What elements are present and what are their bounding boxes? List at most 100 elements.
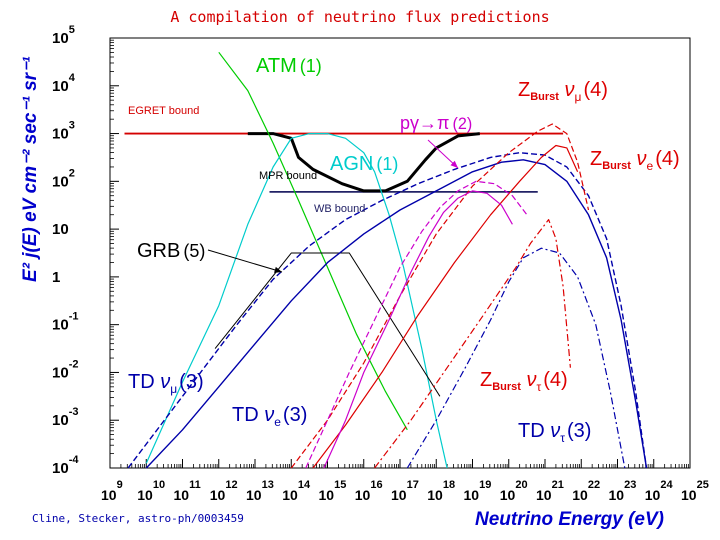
y-tick-exponent: -2 [69, 358, 79, 370]
annotation-number: (2) [452, 115, 472, 133]
x-tick-label: 109 [101, 479, 123, 503]
x-tick-exponent: 16 [370, 479, 382, 491]
y-tick-exponent: -1 [69, 311, 79, 323]
credit-text: Cline, Stecker, astro-ph/0003459 [32, 512, 244, 525]
x-tick-exponent: 10 [153, 479, 165, 491]
grb-pointer-arrow [207, 249, 283, 273]
p-2-dashed-curve [305, 180, 528, 469]
annotation-sub: Burst [602, 160, 631, 172]
agn-label: AGN (1) [330, 153, 398, 175]
y-tick-label: 1 [52, 269, 60, 286]
x-tick-base: 10 [246, 487, 262, 503]
zburst-e-4-curve [312, 144, 579, 469]
y-tick-exponent: -4 [69, 454, 80, 466]
x-tick-base: 10 [319, 487, 335, 503]
y-tick-label: 104 [52, 72, 76, 95]
x-tick-exponent: 18 [443, 479, 455, 491]
annotation-number: (4) [583, 79, 607, 101]
y-tick-exponent: 4 [69, 72, 76, 84]
annotation-nu-sub: μ [170, 382, 177, 396]
y-tick-base: 10 [52, 30, 69, 47]
x-tick-exponent: 13 [262, 479, 274, 491]
annotation-text: MPR bound [259, 170, 317, 182]
p-gamma-pointer-arrow-head [450, 160, 458, 168]
atm-label: ATM (1) [256, 55, 322, 77]
x-tick-base: 10 [572, 487, 588, 503]
annotation-number: (4) [543, 369, 567, 391]
y-tick-label: 105 [52, 24, 75, 47]
grb-pointer-arrow-head [274, 266, 282, 273]
annotation-text: AGN [330, 153, 373, 175]
grb-5-curve [214, 252, 441, 397]
td-3-curve [127, 151, 648, 469]
annotation-text: ATM [256, 55, 297, 77]
x-tick-label: 1019 [464, 479, 492, 503]
annotation-nu: ν [521, 369, 537, 391]
p-gamma-pi-label: pγ→π (2) [400, 113, 472, 133]
x-tick-base: 10 [681, 487, 697, 503]
annotation-nu: ν [545, 420, 561, 442]
x-tick-exponent: 11 [189, 479, 201, 491]
y-tick-exponent: -3 [69, 406, 79, 418]
annotation-sub: Burst [492, 381, 521, 393]
y-tick-base: 10 [52, 78, 69, 95]
x-tick-label: 1013 [246, 479, 274, 503]
annotation-nu: ν [155, 371, 171, 393]
x-tick-label: 1017 [391, 479, 419, 503]
y-tick-base: 10 [52, 317, 69, 334]
x-tick-base: 10 [427, 487, 443, 503]
y-tick-exponent: 2 [69, 167, 75, 179]
annotation-number: (5) [183, 241, 205, 261]
annotation-number: (4) [655, 148, 679, 170]
chart-title: A compilation of neutrino flux predictio… [170, 8, 550, 26]
x-tick-base: 10 [464, 487, 480, 503]
y-tick-base: 10 [52, 460, 69, 477]
x-tick-label: 1023 [609, 479, 637, 503]
x-tick-exponent: 21 [552, 479, 564, 491]
x-tick-exponent: 12 [225, 479, 237, 491]
annotation-nu-sub: τ [560, 431, 565, 445]
annotation-nu: ν [559, 79, 575, 101]
y-tick-label: 10 [52, 221, 69, 238]
x-tick-exponent: 25 [697, 479, 709, 491]
zburst-4-curve [374, 219, 571, 469]
x-tick-base: 10 [645, 487, 661, 503]
x-tick-label: 1014 [282, 479, 311, 503]
x-tick-base: 10 [210, 487, 226, 503]
annotation-text: pγ→π [400, 113, 449, 133]
td-nu-tau-label: TD ντ (3) [518, 420, 591, 445]
x-tick-label: 1012 [210, 479, 238, 503]
y-tick-exponent: 3 [69, 120, 75, 132]
x-tick-exponent: 24 [660, 479, 673, 491]
annotation-text: Z [590, 148, 602, 170]
atm-1-curve [218, 51, 408, 431]
annotation-sub: Burst [530, 91, 559, 103]
y-tick-label: 10-4 [52, 454, 79, 477]
y-tick-label: 10-3 [52, 406, 78, 429]
y-tick-base: 10 [52, 126, 69, 143]
x-tick-exponent: 15 [334, 479, 346, 491]
x-tick-label: 1010 [137, 479, 165, 503]
x-tick-label: 1016 [355, 479, 383, 503]
x-tick-exponent: 22 [588, 479, 600, 491]
x-tick-base: 10 [536, 487, 552, 503]
annotation-text: GRB [137, 240, 180, 262]
y-tick-base: 10 [52, 412, 69, 429]
y-tick-base: 10 [52, 364, 69, 381]
y-tick-label: 102 [52, 167, 75, 190]
x-tick-base: 10 [609, 487, 625, 503]
td-nu-e-label: TD νe (3) [232, 404, 307, 429]
x-tick-base: 10 [391, 487, 407, 503]
x-tick-label: 1020 [500, 479, 528, 503]
annotation-number: (1) [376, 154, 398, 174]
x-tick-label: 1018 [427, 479, 455, 503]
annotation-text: EGRET bound [128, 105, 199, 117]
x-tick-label: 1011 [174, 479, 201, 503]
y-tick-exponent: 5 [69, 24, 75, 36]
x-tick-base: 10 [101, 487, 117, 503]
x-tick-exponent: 20 [515, 479, 527, 491]
annotation-text: WB bound [314, 203, 365, 215]
annotation-nu-sub: e [274, 415, 281, 429]
grb-label: GRB (5) [137, 240, 205, 262]
y-axis-label: E² j(E) eV cm⁻² sec⁻¹ sr⁻¹ [20, 56, 41, 282]
